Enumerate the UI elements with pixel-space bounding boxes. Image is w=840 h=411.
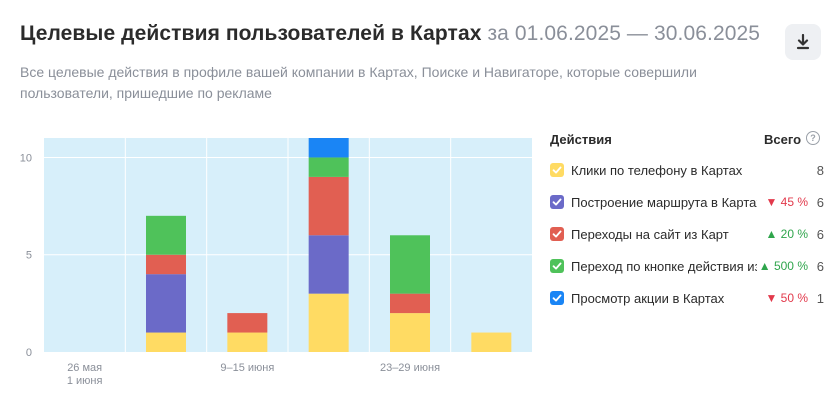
legend-item-label: Клики по телефону в Картах	[571, 163, 743, 178]
legend-item-total: 1	[816, 291, 824, 306]
download-icon	[796, 34, 810, 50]
bar-segment	[308, 293, 349, 352]
bar-segment	[146, 274, 186, 333]
bar-segment	[146, 215, 186, 255]
bar-segment	[390, 235, 430, 294]
legend-item-total: 8	[816, 163, 824, 178]
x-tick-label: 9–15 июня	[220, 362, 274, 374]
bar-segment	[390, 313, 430, 352]
legend-item-delta: ▼ 45 %	[765, 195, 808, 209]
legend-item-delta: ▲ 500 %	[758, 259, 808, 273]
legend-item-label: Переходы на сайт из Карт	[571, 227, 729, 242]
x-tick-label: 1 июня	[67, 375, 103, 387]
legend-col-actions: Действия	[550, 132, 612, 147]
y-tick-label: 10	[20, 152, 32, 164]
bar-segment	[308, 235, 349, 294]
bar-segment	[227, 332, 268, 352]
legend-header: Действия Всего ?	[548, 128, 828, 150]
chart: 0 5 10 26 мая 1 июня 9–15 июня 23–29 июня	[20, 130, 540, 400]
legend-col-total: Всего	[764, 132, 802, 147]
legend-item[interactable]: Переход по кнопке действия из Карт▲ 500 …	[548, 256, 828, 276]
checkbox-checked-icon[interactable]	[550, 259, 564, 273]
download-button[interactable]	[785, 24, 821, 60]
y-tick-label: 5	[26, 250, 32, 262]
legend: Действия Всего ? Клики по телефону в Кар…	[548, 128, 828, 306]
bar-segment	[308, 157, 349, 177]
legend-item[interactable]: Просмотр акции в Картах ▼ 50 % 1	[548, 288, 828, 308]
x-tick-label: 26 мая	[67, 362, 102, 374]
legend-item-total: 6	[816, 227, 824, 242]
page-subtitle: Все целевые действия в профиле вашей ком…	[20, 64, 697, 101]
legend-item[interactable]: Построение маршрута в Картах ▼ 45 % 6	[548, 192, 828, 212]
bar-segment	[146, 254, 186, 275]
legend-item-label: Построение маршрута в Картах	[571, 195, 757, 210]
y-tick-label: 0	[26, 347, 32, 359]
help-icon[interactable]: ?	[806, 131, 820, 145]
bar-segment	[227, 313, 268, 333]
page-title: Целевые действия пользователей в Картах …	[20, 22, 760, 46]
bar-segment	[308, 176, 349, 236]
bar-segment	[471, 332, 512, 352]
bar-segment	[146, 332, 186, 352]
legend-item-label: Переход по кнопке действия из Карт	[571, 259, 757, 274]
legend-item-total: 6	[816, 259, 824, 274]
legend-item-delta: ▼ 50 %	[765, 291, 808, 305]
x-tick-label: 23–29 июня	[380, 362, 440, 374]
legend-item-label: Просмотр акции в Картах	[571, 291, 725, 306]
title-text: Целевые действия пользователей в Картах	[20, 22, 482, 45]
bar-segment	[390, 293, 430, 314]
legend-item[interactable]: Переходы на сайт из Карт ▲ 20 % 6	[548, 224, 828, 244]
legend-item-total: 6	[816, 195, 824, 210]
title-period: за 01.06.2025 — 30.06.2025	[487, 22, 761, 45]
legend-item-delta: ▲ 20 %	[765, 227, 808, 241]
checkbox-checked-icon[interactable]	[550, 227, 564, 241]
legend-item[interactable]: Клики по телефону в Картах 8	[548, 160, 828, 180]
checkbox-checked-icon[interactable]	[550, 195, 564, 209]
checkbox-checked-icon[interactable]	[550, 163, 564, 177]
checkbox-checked-icon[interactable]	[550, 291, 564, 305]
bar-segment	[308, 138, 349, 158]
